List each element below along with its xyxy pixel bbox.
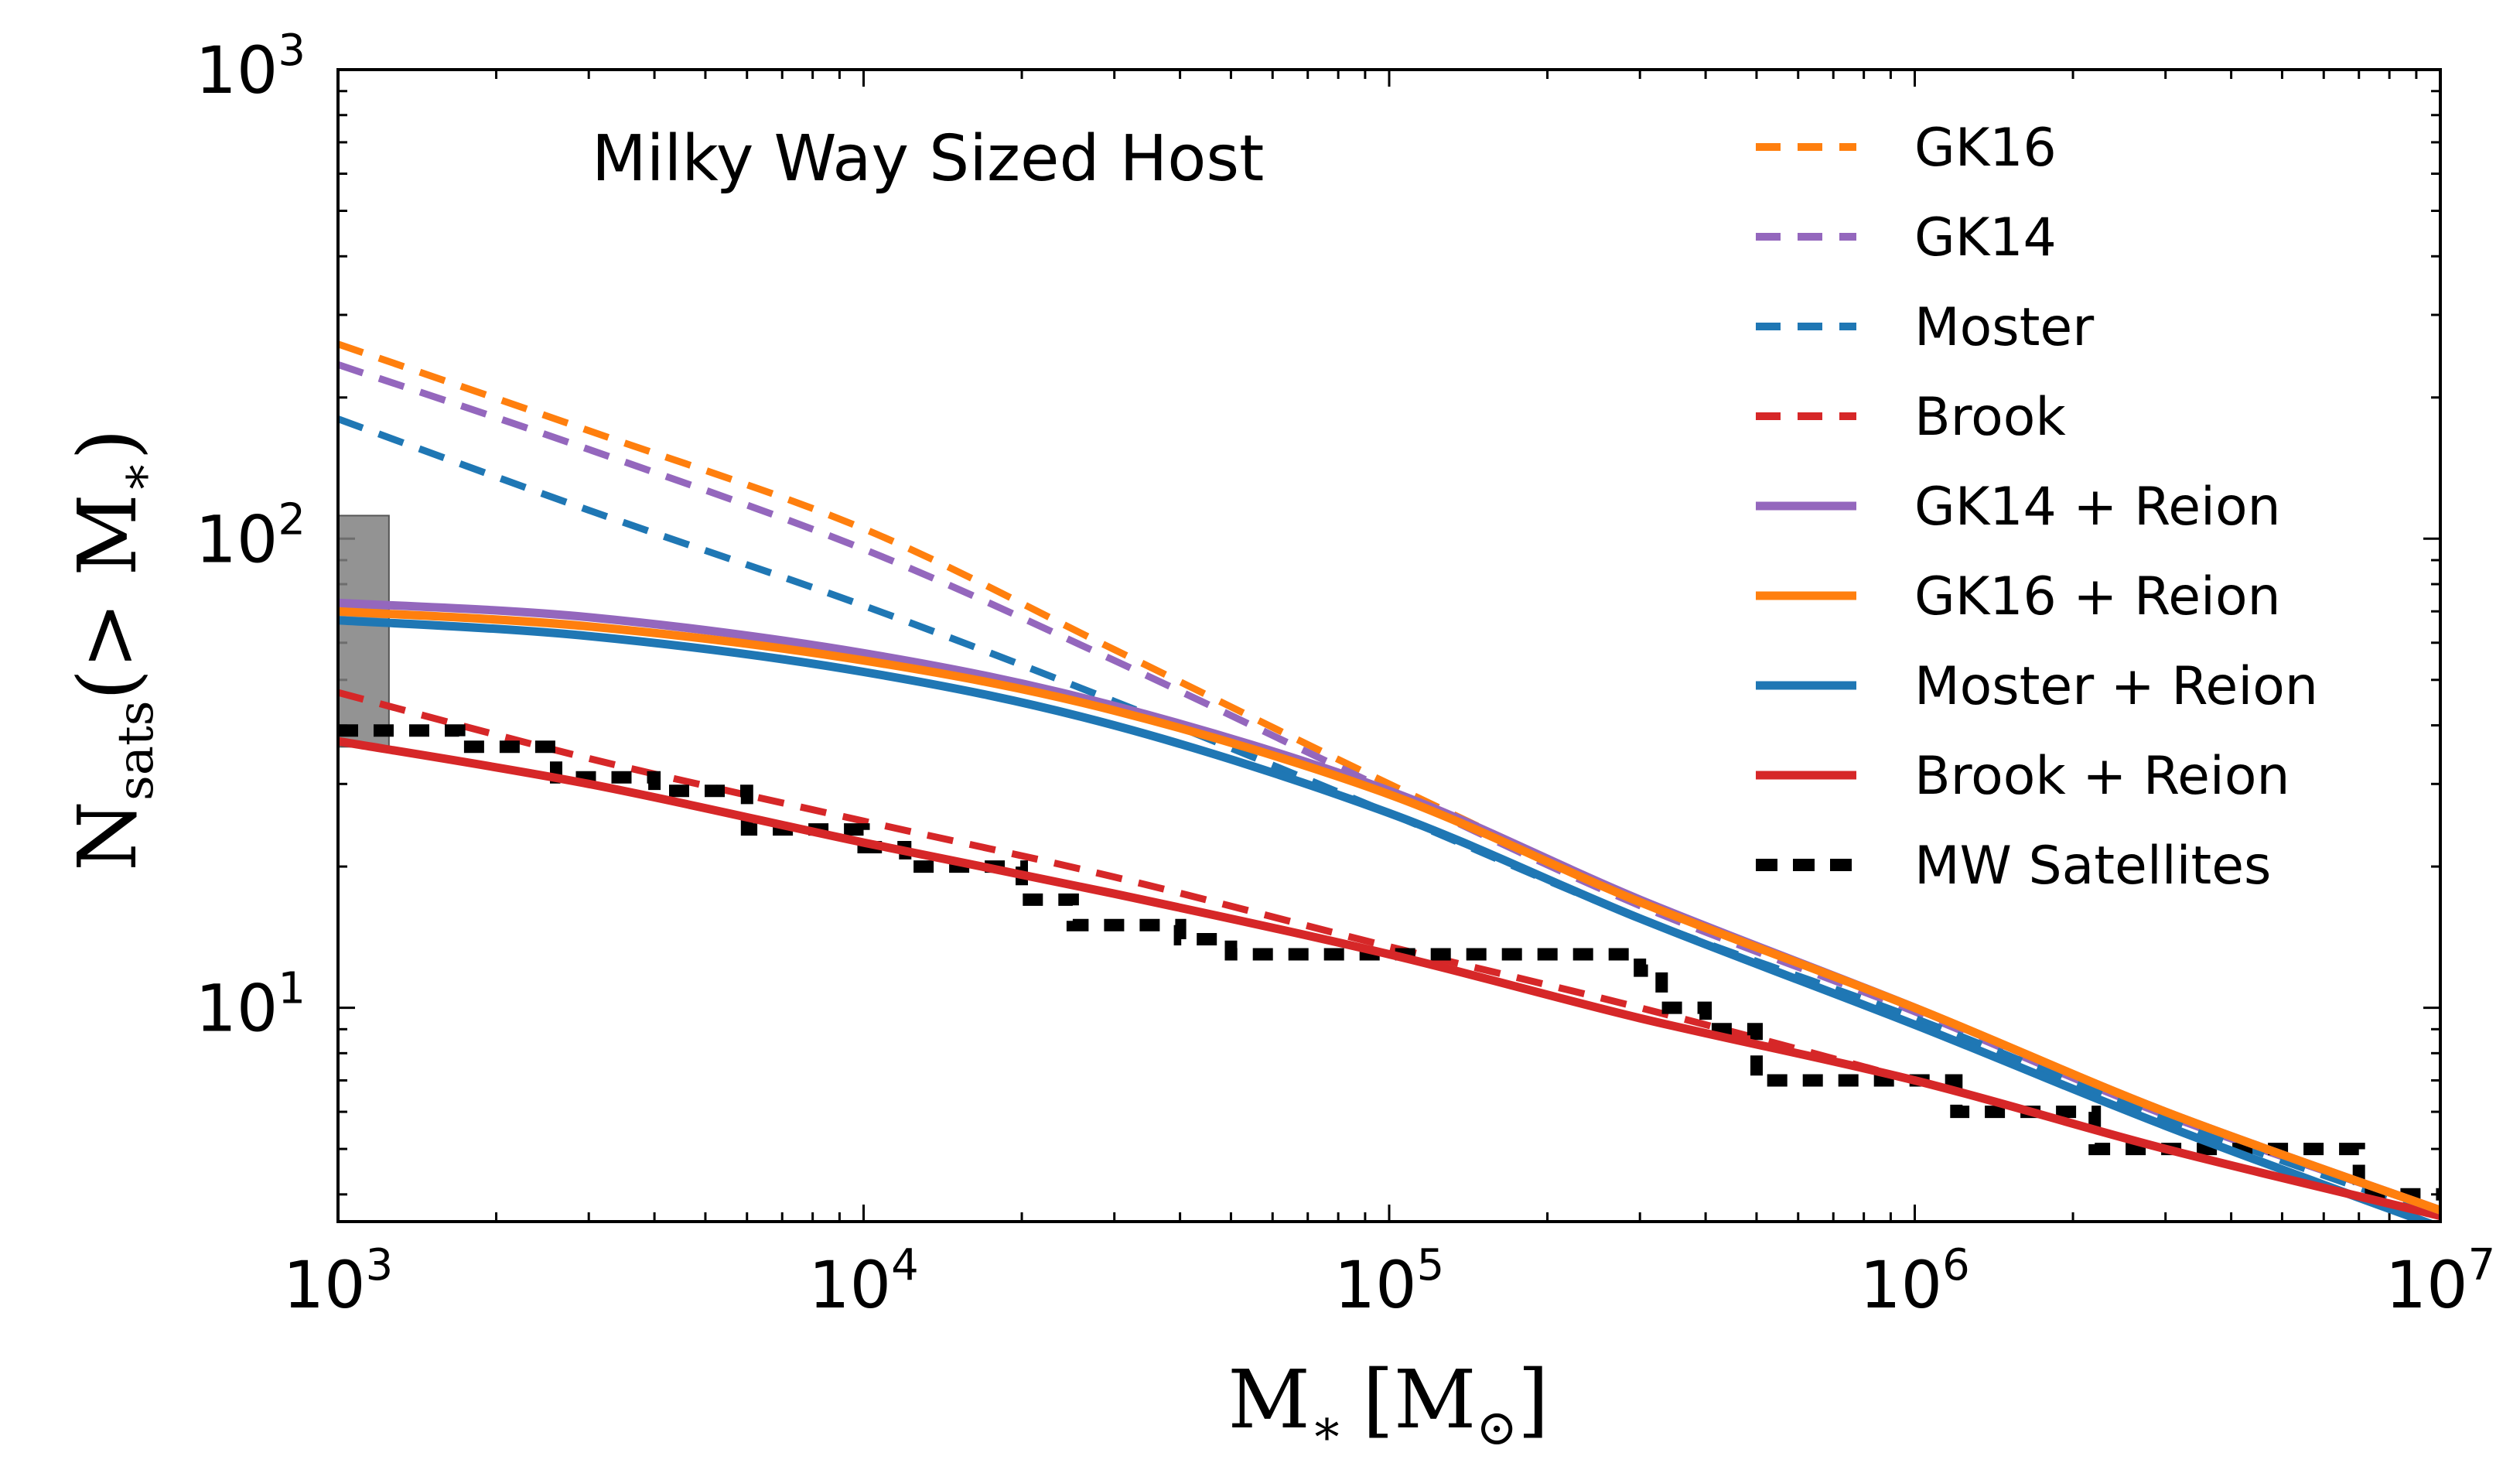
x-tick-label: 104 (808, 1240, 919, 1323)
x-tick-label: 105 (1334, 1240, 1445, 1323)
y-tick-label: 103 (195, 26, 306, 108)
plot-frame (336, 68, 2442, 1223)
x-tick-exponent: 6 (1942, 1240, 1970, 1290)
x-tick-exponent: 3 (366, 1240, 394, 1290)
legend-item-moster: Moster (1756, 297, 2094, 358)
series-line-brook-reion (338, 737, 2440, 1220)
x-tick-exponent: 4 (891, 1240, 919, 1290)
y-tick-base: 10 (195, 971, 278, 1047)
series-line-moster-reion (338, 616, 2437, 1222)
y-tick-base: 10 (195, 501, 278, 577)
x-axis-label-main: M (1228, 1352, 1310, 1447)
x-tick-label: 106 (1859, 1240, 1970, 1323)
legend-item-gk16: GK16 (1756, 118, 2057, 179)
y-tick-exponent: 1 (278, 964, 306, 1014)
legend: GK16 GK14 Moster Brook GK14 + Reion GK16 + Re… (1756, 118, 2318, 897)
x-tick-exponent: 7 (2468, 1240, 2496, 1290)
x-tick-base: 10 (1859, 1247, 1942, 1323)
y-axis-label-rest-sub: ∗ (108, 460, 165, 494)
x-axis-label-unit: [M (1362, 1352, 1476, 1447)
chart-title: Milky Way Sized Host (592, 122, 1264, 196)
shaded-range-box (338, 514, 390, 748)
x-axis-label: M∗ [M⊙] (1228, 1352, 1549, 1457)
x-axis-label-sub: ∗ (1310, 1400, 1344, 1457)
legend-label: GK14 + Reion (1914, 477, 2281, 538)
series-line-gk16-reion (338, 607, 2440, 1215)
legend-label: Brook (1914, 387, 2066, 448)
y-axis-label-rest: (> M (60, 494, 155, 700)
series-line-moster (338, 415, 2440, 1219)
legend-label: GK16 + Reion (1914, 566, 2281, 627)
y-axis-label-sub: sats (108, 700, 165, 801)
x-tick-base: 10 (1334, 1247, 1417, 1323)
legend-item-brook: Brook (1756, 387, 2066, 448)
legend-label: GK14 (1914, 207, 2057, 268)
legend-label: Brook + Reion (1914, 746, 2290, 807)
y-axis-label: Nsats(> M∗) (60, 429, 165, 871)
legend-label: MW Satellites (1914, 836, 2271, 897)
x-tick-base: 10 (283, 1247, 366, 1323)
legend-item-gk16-reion: GK16 + Reion (1756, 566, 2281, 627)
x-axis-label-unit-sub: ⊙ (1476, 1400, 1518, 1457)
legend-item-gk14-reion: GK14 + Reion (1756, 477, 2281, 538)
x-axis-label-unit-close: ] (1518, 1352, 1549, 1447)
y-tick-label: 101 (195, 964, 306, 1047)
legend-label: Moster + Reion (1914, 656, 2318, 717)
y-tick-exponent: 2 (278, 494, 306, 545)
plot-area (338, 340, 2440, 1222)
y-axis-label-main: N (60, 801, 155, 871)
x-tick-base: 10 (808, 1247, 891, 1323)
legend-item-gk14: GK14 (1756, 207, 2057, 268)
legend-item-moster-reion: Moster + Reion (1756, 656, 2318, 717)
x-tick-base: 10 (2385, 1247, 2468, 1323)
x-tick-labels: 103 104 105 106 107 (283, 1240, 2496, 1323)
legend-label: GK16 (1914, 118, 2057, 179)
x-tick-exponent: 5 (1417, 1240, 1445, 1290)
y-tick-base: 10 (195, 32, 278, 108)
y-axis-label-close: ) (60, 429, 155, 460)
legend-item-brook-reion: Brook + Reion (1756, 746, 2290, 807)
series-line-gk16 (338, 340, 2440, 1214)
y-tick-exponent: 3 (278, 26, 306, 76)
x-tick-label: 107 (2385, 1240, 2496, 1323)
x-tick-label: 103 (283, 1240, 394, 1323)
legend-item-mw-satellites: MW Satellites (1756, 836, 2271, 897)
y-tick-label: 102 (195, 494, 306, 577)
series-line-brook (338, 689, 2440, 1219)
legend-label: Moster (1914, 297, 2094, 358)
